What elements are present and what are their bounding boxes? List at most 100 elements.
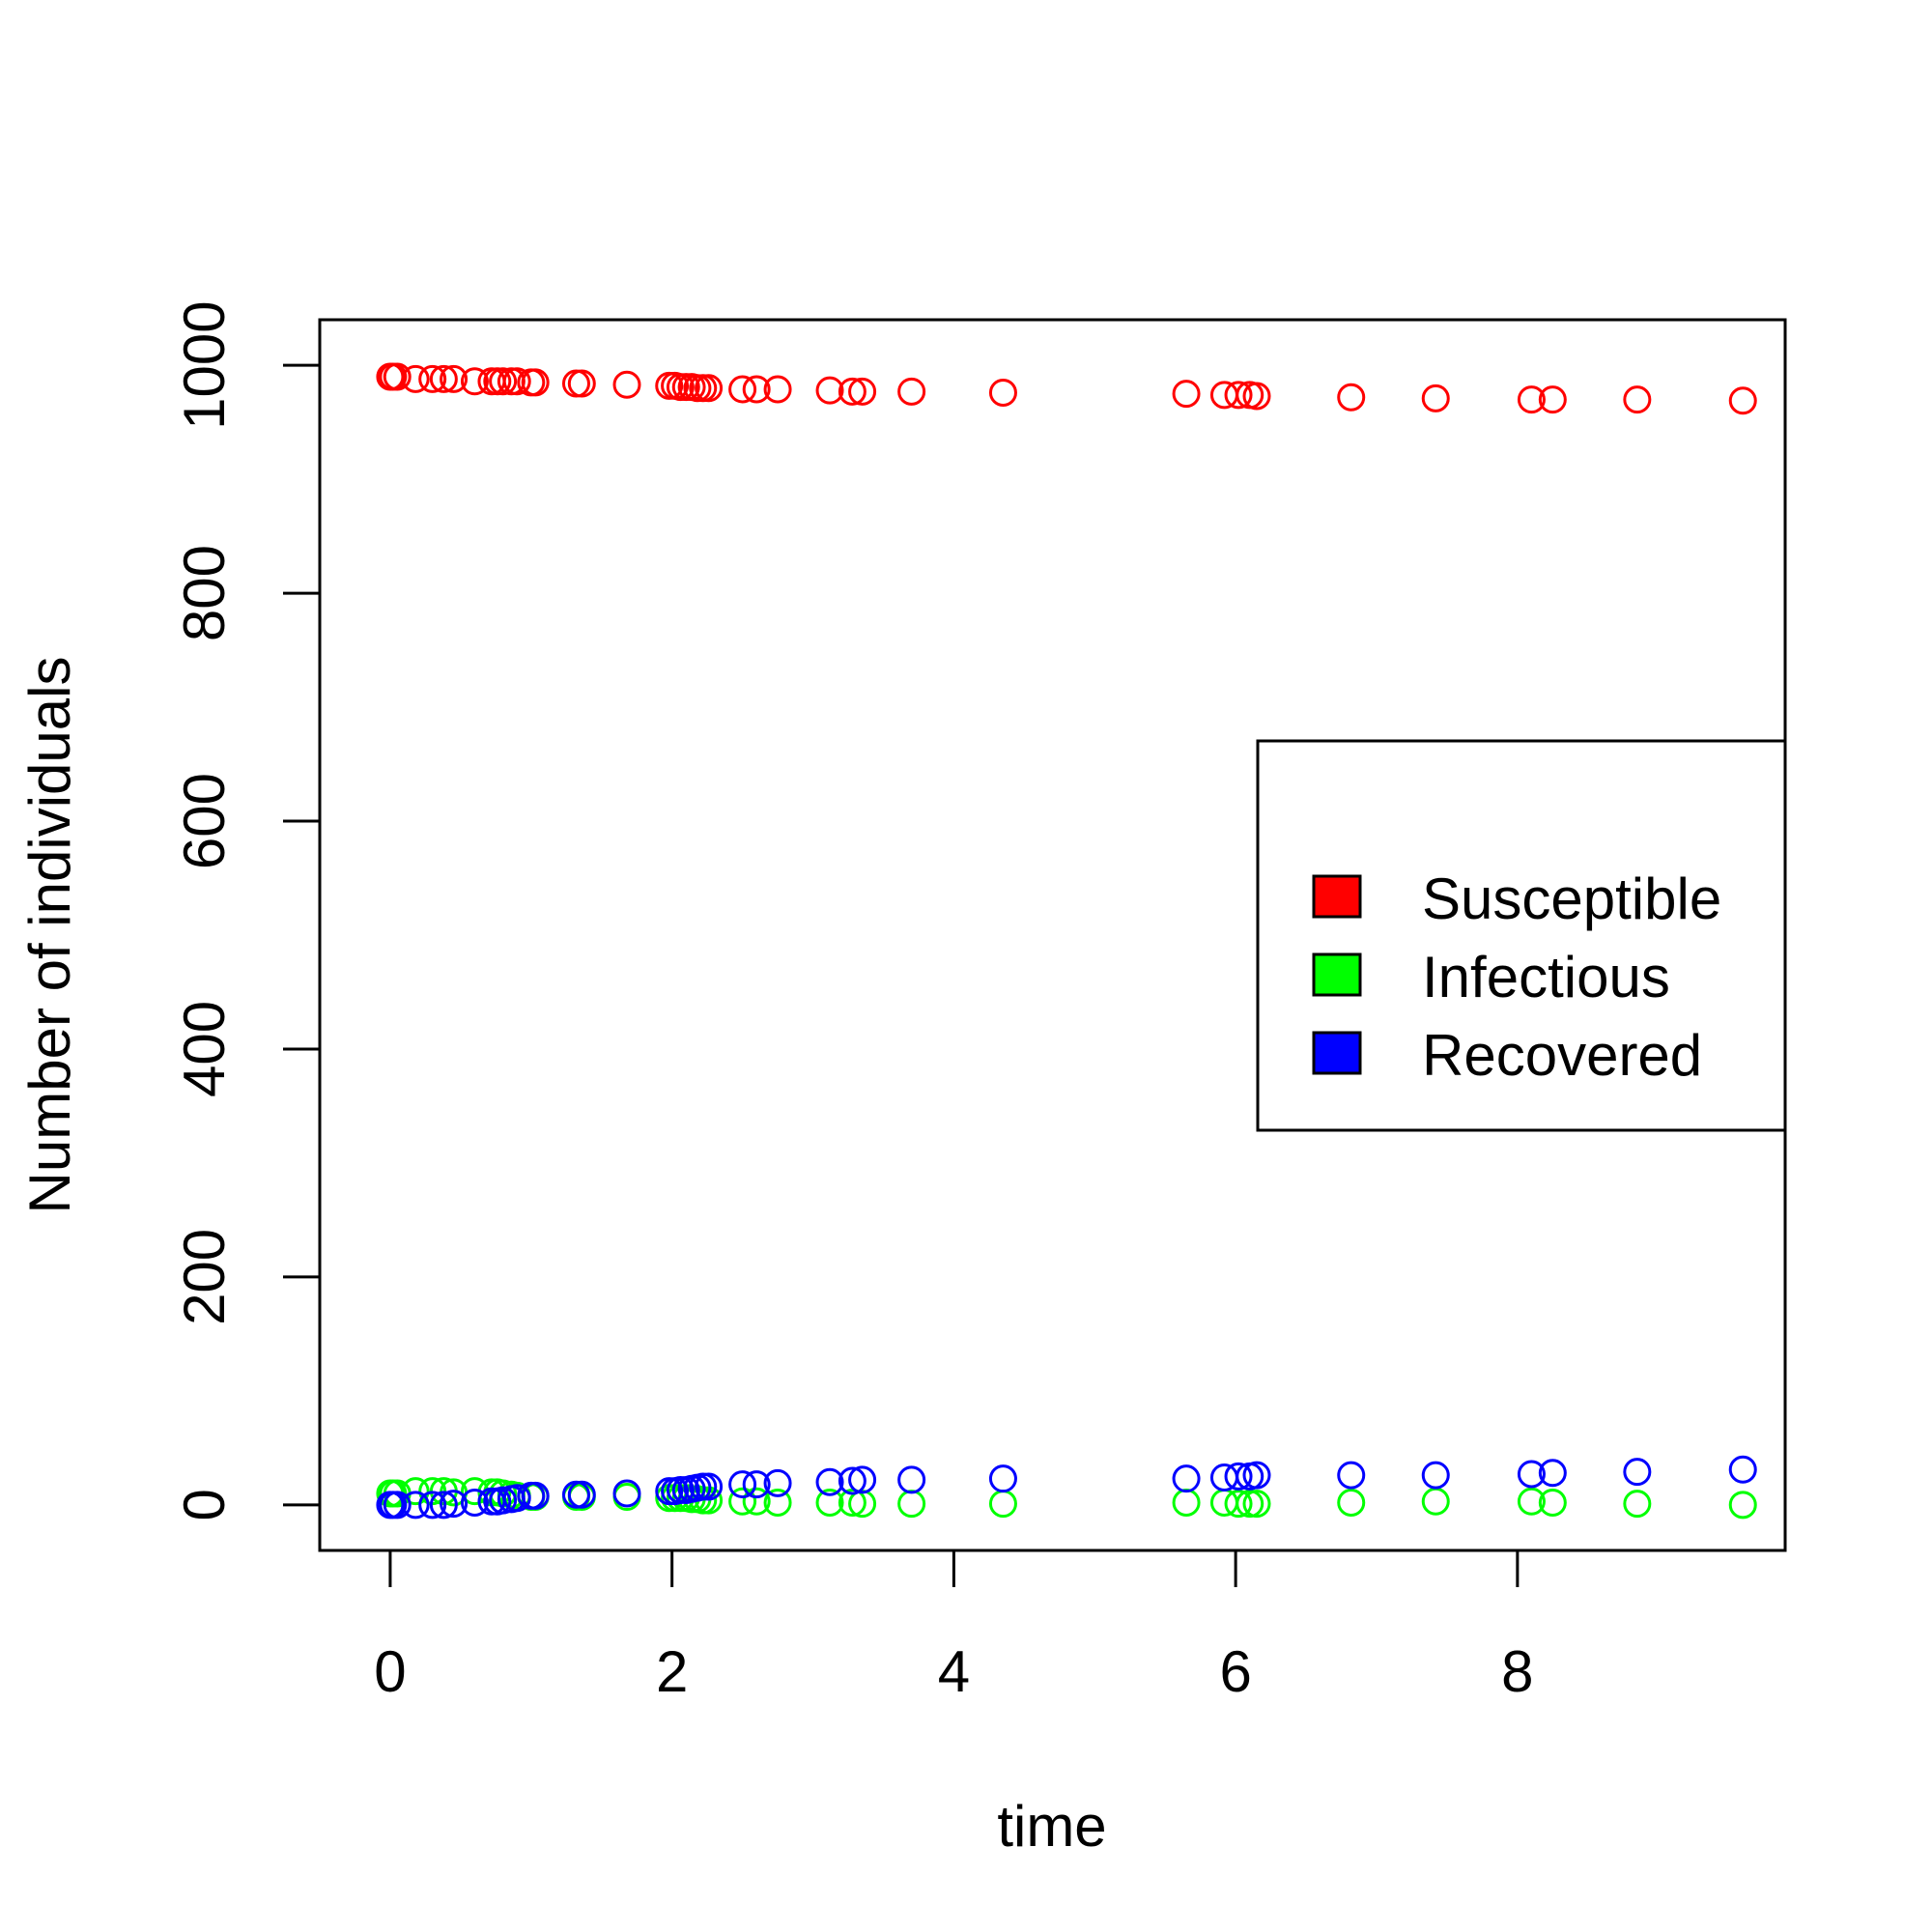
point-infectious	[1242, 1490, 1271, 1519]
point-recovered	[728, 1470, 757, 1499]
point-susceptible	[1337, 383, 1366, 412]
point-infectious	[460, 1477, 489, 1506]
point-susceptible	[561, 369, 590, 398]
point-susceptible	[1209, 381, 1238, 410]
data-points	[376, 362, 1757, 1520]
point-susceptible	[612, 370, 641, 399]
y-axis: 0 200 400 600 800 1000	[172, 300, 322, 1521]
legend-swatch-infectious	[1312, 952, 1362, 997]
point-recovered	[460, 1488, 489, 1517]
point-susceptible	[763, 375, 792, 404]
point-recovered	[1224, 1462, 1253, 1491]
point-susceptible	[440, 364, 469, 393]
point-susceptible	[988, 378, 1017, 407]
legend-label-recovered: Recovered	[1422, 1023, 1702, 1088]
x-axis-title: time	[997, 1794, 1106, 1859]
point-infectious	[1538, 1488, 1567, 1517]
legend-swatch-susceptible	[1312, 874, 1362, 919]
point-infectious	[988, 1490, 1017, 1519]
point-infectious	[897, 1490, 926, 1519]
point-recovered	[1172, 1464, 1201, 1493]
point-recovered	[1421, 1461, 1450, 1490]
point-recovered	[848, 1465, 877, 1494]
x-tick-label: 4	[938, 1639, 970, 1704]
point-susceptible	[502, 367, 531, 396]
point-recovered	[838, 1466, 867, 1495]
point-recovered	[383, 1491, 412, 1520]
point-recovered	[1538, 1459, 1567, 1488]
y-tick-label: 400	[172, 1001, 237, 1097]
y-tick-label: 1000	[172, 300, 237, 429]
point-susceptible	[1224, 381, 1253, 410]
x-tick-label: 0	[374, 1639, 406, 1704]
point-susceptible	[383, 362, 412, 391]
point-susceptible	[1623, 385, 1652, 414]
point-infectious	[1172, 1488, 1201, 1517]
point-recovered	[1517, 1460, 1546, 1489]
point-susceptible	[521, 368, 550, 397]
point-infectious	[763, 1488, 792, 1517]
point-recovered	[1242, 1461, 1271, 1490]
point-recovered	[401, 1491, 430, 1520]
y-tick-label: 200	[172, 1229, 237, 1325]
y-tick-label: 600	[172, 773, 237, 869]
point-infectious	[742, 1487, 771, 1516]
point-recovered	[1728, 1455, 1757, 1484]
point-susceptible	[838, 377, 867, 406]
point-recovered	[567, 1480, 596, 1509]
point-recovered	[1337, 1461, 1366, 1490]
legend: Susceptible Infectious Recovered	[1256, 739, 1787, 1132]
point-susceptible	[728, 375, 757, 404]
legend-swatch-recovered	[1312, 1031, 1362, 1075]
point-infectious	[1337, 1488, 1366, 1517]
y-axis-title: Number of individuals	[17, 657, 82, 1214]
point-infectious	[1623, 1490, 1652, 1519]
x-tick-label: 6	[1219, 1639, 1251, 1704]
point-infectious	[1236, 1490, 1264, 1519]
point-susceptible	[1242, 382, 1271, 411]
point-infectious	[1728, 1491, 1757, 1520]
point-recovered	[612, 1479, 641, 1508]
point-infectious	[838, 1488, 867, 1517]
point-susceptible	[848, 377, 877, 406]
point-susceptible	[1172, 380, 1201, 409]
point-recovered	[440, 1490, 469, 1519]
point-recovered	[489, 1486, 518, 1515]
point-susceptible	[742, 375, 771, 404]
point-susceptible	[401, 364, 430, 393]
point-infectious	[815, 1488, 844, 1517]
y-tick-label: 0	[172, 1489, 237, 1520]
point-susceptible	[695, 374, 724, 403]
point-susceptible	[1728, 386, 1757, 415]
point-recovered	[815, 1467, 844, 1496]
point-susceptible	[418, 364, 447, 393]
point-susceptible	[1421, 384, 1450, 412]
point-infectious	[1421, 1487, 1450, 1516]
point-susceptible	[897, 377, 926, 406]
point-infectious	[728, 1487, 757, 1516]
point-susceptible	[460, 367, 489, 396]
point-susceptible	[815, 376, 844, 405]
point-recovered	[988, 1464, 1017, 1493]
legend-label-susceptible: Susceptible	[1422, 867, 1721, 931]
point-recovered	[502, 1484, 531, 1513]
x-tick-label: 2	[656, 1639, 688, 1704]
x-tick-label: 8	[1501, 1639, 1533, 1704]
x-axis: 0 2 4 6 8	[374, 1548, 1534, 1704]
point-infectious	[1224, 1490, 1253, 1519]
point-recovered	[897, 1465, 926, 1494]
point-recovered	[695, 1472, 724, 1501]
point-recovered	[521, 1481, 550, 1510]
point-recovered	[742, 1470, 771, 1499]
point-infectious	[401, 1477, 430, 1506]
legend-label-infectious: Infectious	[1422, 945, 1670, 1009]
point-susceptible	[1517, 385, 1546, 414]
point-susceptible	[1538, 385, 1567, 414]
point-susceptible	[567, 369, 596, 398]
point-susceptible	[489, 367, 518, 396]
point-recovered	[1623, 1458, 1652, 1487]
point-recovered	[418, 1491, 447, 1520]
point-infectious	[1517, 1487, 1546, 1516]
y-tick-label: 800	[172, 545, 237, 641]
